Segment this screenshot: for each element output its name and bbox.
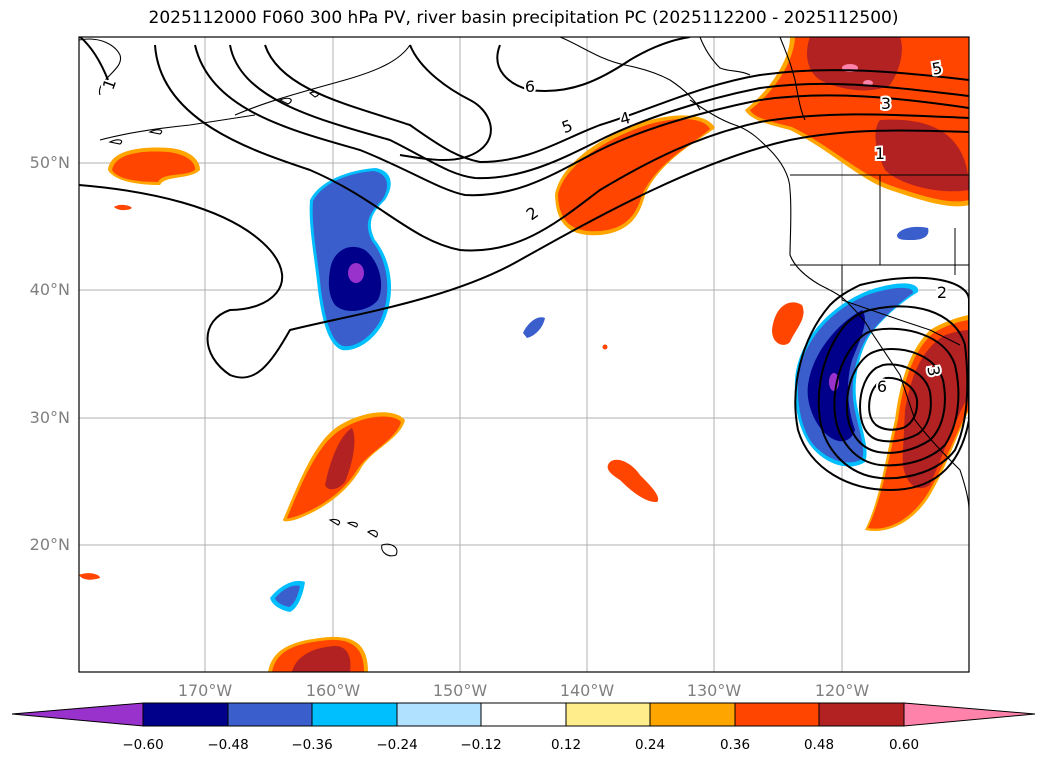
colorbar-extend-low	[11, 702, 144, 727]
map-frame	[78, 36, 970, 673]
pv-contour-label: 6	[877, 377, 887, 396]
lon-label: 160°W	[305, 681, 361, 700]
pv-contour-label: 1	[99, 76, 120, 92]
pv-contour-label: 4	[618, 108, 633, 129]
lon-label: 120°W	[814, 681, 870, 700]
colorbar	[11, 702, 1036, 727]
colorbar-extend-high	[903, 702, 1036, 727]
colorbar-segment	[142, 702, 229, 727]
lon-label: 170°W	[177, 681, 233, 700]
colorbar-segment	[818, 702, 905, 727]
pv-contour-5	[264, 44, 969, 164]
gridlines	[79, 37, 969, 672]
pv-contour-label: 6	[525, 77, 535, 96]
pv-contour-label: 2	[523, 203, 542, 224]
colorbar-segment	[311, 702, 398, 727]
colorbar-tick-label: −0.24	[376, 737, 418, 753]
precip-patch	[772, 302, 804, 345]
colorbar-segment	[649, 702, 736, 727]
lon-label: 130°W	[686, 681, 742, 700]
colorbar-tick-label: 0.12	[550, 737, 582, 753]
lat-label: 20°N	[29, 535, 70, 554]
colorbar-segment	[227, 702, 313, 727]
pv-contour-1-west	[79, 129, 969, 379]
colorbar-segment	[565, 702, 651, 727]
colorbar-tick-label: 0.48	[803, 737, 835, 753]
lon-label: 150°W	[432, 681, 488, 700]
pv-contour-4	[229, 44, 969, 180]
lat-label: 50°N	[29, 153, 70, 172]
colorbar-tick-label: 0.36	[719, 737, 751, 753]
colorbar-segment	[396, 702, 482, 727]
colorbar-segment	[734, 702, 820, 727]
pv-contour-1-north	[79, 37, 109, 81]
colorbar-tick-label: −0.36	[291, 737, 333, 753]
colorbar-tick-label: −0.12	[460, 737, 502, 753]
colorbar-tick-label: 0.24	[634, 737, 666, 753]
colorbar-tick-label: 0.60	[888, 737, 920, 753]
pv-contour-label: 1	[875, 144, 885, 163]
precip-positive-fields	[79, 37, 969, 672]
figure-title: 2025112000 F060 300 hPa PV, river basin …	[148, 8, 899, 28]
precip-patch	[607, 459, 659, 503]
pv-contour-3	[194, 44, 969, 197]
pv-contour-6	[496, 37, 691, 92]
pv-contour-label: 2	[937, 283, 947, 302]
pv-contours	[79, 37, 969, 492]
lat-label: 40°N	[29, 280, 70, 299]
pv-contour-label: 3	[881, 94, 891, 113]
precip-negative-fields	[270, 168, 929, 612]
pv-contour-2	[154, 44, 969, 252]
colorbar-tick-label: −0.48	[207, 737, 249, 753]
pv-contour-label: 5	[559, 116, 575, 137]
colorbar-segment	[480, 702, 567, 727]
colorbar-tick-label: −0.60	[122, 737, 164, 753]
lon-label: 140°W	[559, 681, 615, 700]
lat-label: 30°N	[29, 408, 70, 427]
